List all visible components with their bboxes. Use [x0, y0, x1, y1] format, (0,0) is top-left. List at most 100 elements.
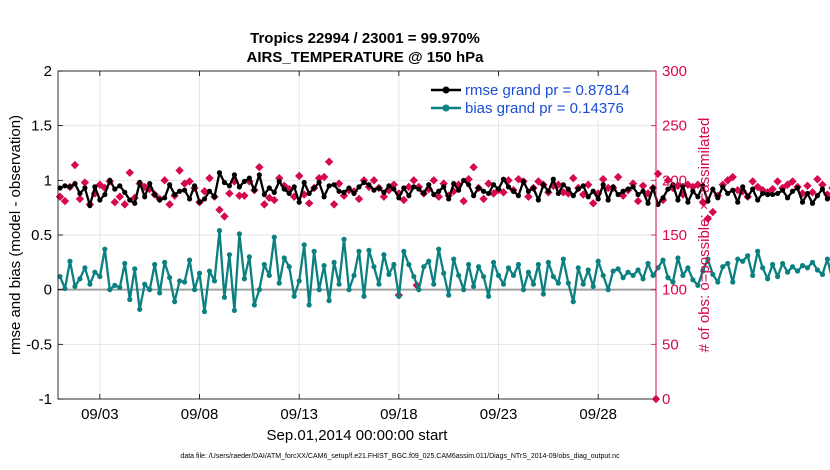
obs-point — [100, 183, 110, 193]
bias-point — [600, 272, 606, 279]
bias-point — [456, 272, 462, 279]
bias-point — [311, 248, 317, 254]
obs-point — [653, 169, 663, 178]
legend: rmse grand pr = 0.87814 bias grand pr = … — [421, 78, 651, 120]
rmse-point — [819, 186, 826, 192]
bias-point — [755, 248, 761, 254]
y-right-tick-label: 300 — [662, 63, 687, 80]
bias-point — [735, 256, 741, 262]
rmse-point — [401, 185, 407, 191]
y-left-tick-label: -1 — [39, 391, 52, 408]
bias-point — [471, 283, 477, 289]
legend-bias-marker — [442, 104, 450, 112]
y-left-tick-label: -0.5 — [26, 336, 52, 353]
rmse-point — [625, 186, 631, 192]
bias-point — [231, 307, 238, 314]
bias-point — [102, 246, 108, 252]
rmse-point — [371, 187, 377, 193]
rmse-point — [172, 191, 178, 198]
bias-point — [446, 292, 452, 298]
rmse-point — [789, 188, 796, 194]
rmse-point — [241, 178, 247, 185]
rmse-point — [82, 185, 88, 191]
bias-point — [605, 287, 611, 293]
rmse-point — [705, 198, 711, 204]
rmse-point — [57, 185, 63, 191]
bias-point — [500, 281, 507, 287]
obs-point — [633, 196, 643, 206]
rmse-point — [555, 190, 561, 197]
rmse-point — [176, 188, 183, 194]
obs-point — [230, 177, 239, 186]
bias-point — [132, 266, 138, 272]
rmse-point — [381, 189, 387, 195]
rmse-point — [396, 195, 402, 201]
bias-point — [296, 278, 302, 284]
bias-point — [485, 293, 492, 299]
bias-point — [266, 272, 272, 279]
x-tick-label: 09/03 — [81, 406, 119, 423]
rmse-point — [774, 190, 781, 197]
rmse-point — [102, 191, 108, 198]
bias-point — [326, 298, 332, 304]
bias-point — [705, 256, 711, 262]
obs-point — [75, 194, 85, 204]
rmse-point — [590, 188, 596, 194]
rmse-point — [804, 190, 811, 197]
obs-point — [559, 188, 568, 197]
rmse-point — [799, 199, 806, 205]
rmse-point — [152, 191, 158, 198]
obs-point — [728, 172, 737, 182]
obs-point — [304, 199, 314, 208]
rmse-point — [356, 184, 362, 190]
rmse-point — [530, 185, 537, 191]
obs-point — [369, 176, 379, 185]
obs-point — [534, 177, 543, 186]
rmse-point — [346, 185, 352, 191]
bias-point — [341, 236, 347, 242]
rmse-point — [471, 193, 477, 199]
bias-point — [391, 261, 397, 268]
rmse-point — [251, 187, 257, 193]
bias-point — [630, 272, 636, 279]
rmse-point — [735, 199, 741, 205]
rmse-point — [809, 200, 816, 206]
rmse-point — [640, 188, 646, 194]
bias-point — [127, 296, 133, 303]
obs-point — [773, 177, 782, 186]
rmse-point — [660, 195, 666, 201]
rmse-point — [416, 186, 422, 192]
bias-point — [804, 265, 811, 271]
bias-point — [530, 281, 537, 287]
obs-point — [663, 176, 673, 185]
bias-point — [176, 278, 183, 284]
bias-point — [211, 278, 218, 284]
rmse-point — [715, 195, 721, 201]
obs-point — [613, 172, 623, 182]
y-left-tick-label: 0.5 — [31, 227, 52, 244]
bias-point — [645, 260, 651, 267]
y-right-tick-label: 150 — [662, 227, 687, 244]
obs-point — [673, 181, 683, 190]
obs-point — [449, 187, 458, 196]
bias-point — [371, 264, 377, 270]
rmse-point — [246, 175, 252, 181]
obs-point — [334, 179, 344, 188]
bias-point — [540, 291, 546, 297]
bias-point — [291, 293, 297, 299]
x-tick-label: 09/28 — [579, 406, 617, 423]
bias-point — [246, 254, 252, 260]
rmse-point — [580, 183, 586, 189]
obs-point — [324, 157, 334, 166]
rmse-point — [366, 182, 372, 188]
y-left-tick-label: 1 — [44, 172, 52, 189]
bias-point — [301, 242, 307, 248]
obs-point — [95, 180, 105, 189]
bias-point — [191, 287, 198, 293]
bias-point — [789, 264, 796, 270]
bias-point — [760, 265, 766, 271]
rmse-point — [87, 202, 93, 209]
obs-point — [738, 187, 747, 196]
rmse-point — [216, 170, 223, 176]
bias-point — [221, 294, 228, 300]
